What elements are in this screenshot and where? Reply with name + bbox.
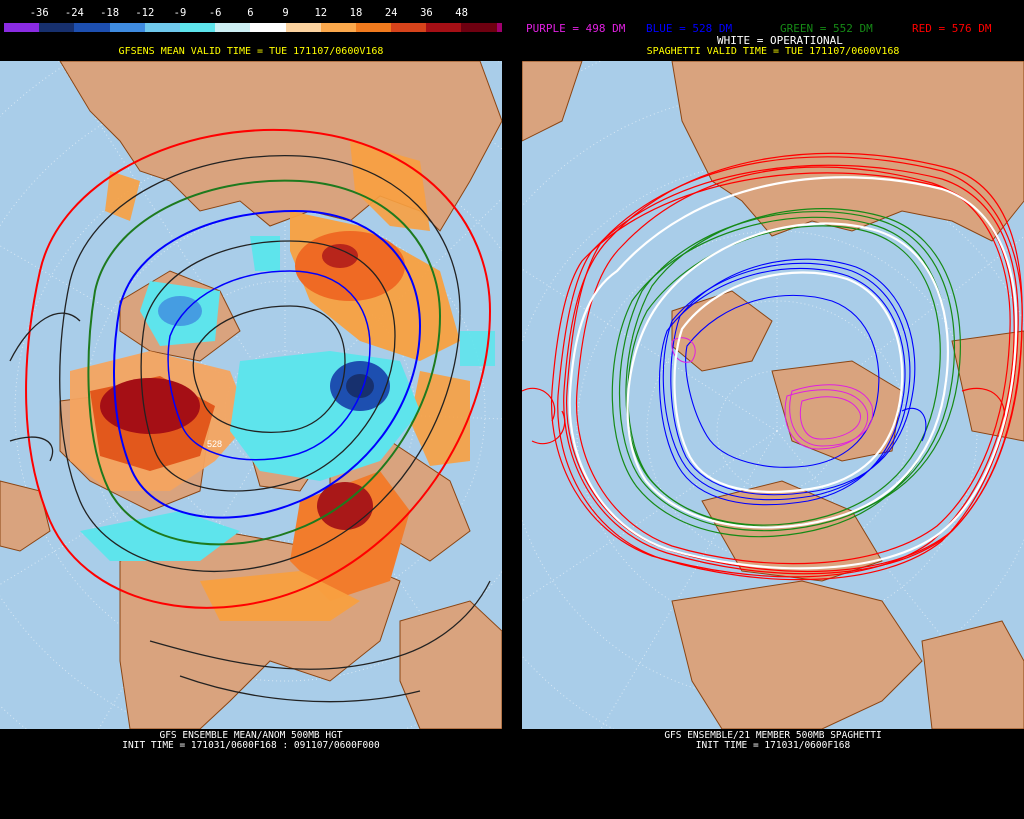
colorbar-swatch — [4, 23, 40, 32]
landmasses — [522, 61, 1024, 729]
colorbar-swatch — [320, 23, 356, 32]
colorbar-tick-label: -9 — [173, 7, 187, 19]
colorbar-swatch — [144, 23, 180, 32]
colorbar-tick-label: -6 — [208, 7, 222, 19]
colorbar-tick-label: 9 — [282, 7, 289, 19]
colorbar-tick-label: -36 — [29, 7, 49, 19]
colorbar-swatch — [109, 23, 145, 32]
colorbar-swatch — [74, 23, 110, 32]
colorbar-tick-label: -18 — [100, 7, 120, 19]
legend-purple: PURPLE = 498 DM — [526, 22, 626, 35]
legend-red: RED = 576 DM — [912, 22, 992, 35]
mean-valid-time: GFSENS MEAN VALID TIME = TUE 171107/0600… — [118, 46, 384, 57]
colorbar-tick-labels: -36 -24 -18 -12 -9 -6 6 9 12 18 24 36 48 — [0, 7, 502, 20]
colorbar-tick-label: 48 — [455, 7, 468, 19]
colorbar-tick-label: -24 — [64, 7, 84, 19]
colorbar-swatch — [355, 23, 392, 32]
colorbar-tick-label: 12 — [314, 7, 328, 19]
colorbar-swatch — [250, 23, 286, 32]
purple-498-contours — [671, 337, 874, 450]
colorbar-swatch — [179, 23, 216, 32]
spaghetti-footer-title: GFS ENSEMBLE/21 MEMBER 500MB SPAGHETTI — [664, 730, 882, 741]
spaghetti-valid-time: SPAGHETTI VALID TIME = TUE 171107/0600V1… — [646, 46, 900, 57]
colorbar-swatch — [39, 23, 75, 32]
legend-green: GREEN = 552 DM — [780, 22, 873, 35]
colorbar-tick-label: 6 — [247, 7, 254, 19]
mean-footer-title: GFS ENSEMBLE MEAN/ANOM 500MB HGT — [159, 730, 343, 741]
spaghetti-panel: PURPLE = 498 DM BLUE = 528 DM GREEN = 55… — [522, 0, 1024, 819]
spaghetti-map-svg — [522, 61, 1024, 729]
colorbar-swatch — [391, 23, 427, 32]
spaghetti-map — [522, 61, 1024, 729]
operational-contours — [568, 176, 1018, 570]
spaghetti-contours — [522, 152, 1023, 581]
panel-divider — [502, 0, 522, 819]
ensemble-mean-panel: -36 -24 -18 -12 -9 -6 6 9 12 18 24 36 48 GFSENS MEAN… — [0, 0, 532, 819]
colorbar-swatch — [215, 23, 251, 32]
colorbar-tick-label: 18 — [349, 7, 363, 19]
colorbar-tick-label: -12 — [135, 7, 155, 19]
ensemble-mean-map: 528 — [0, 61, 502, 729]
legend-white: WHITE = OPERATIONAL — [717, 34, 843, 47]
contour-label-528: 528 — [207, 439, 222, 449]
mean-anomaly-map-svg: 528 — [0, 61, 502, 729]
height-contours — [9, 128, 492, 703]
colorbar-tick-label: 36 — [420, 7, 433, 19]
anomaly-colorbar — [4, 23, 532, 32]
legend-blue: BLUE = 528 DM — [646, 22, 733, 35]
colorbar-swatch — [285, 23, 321, 32]
colorbar-swatch — [426, 23, 462, 32]
colorbar-swatch — [461, 23, 497, 32]
colorbar-tick-label: 24 — [384, 7, 398, 19]
anomaly-shading — [70, 141, 495, 621]
mean-footer-init: INIT TIME = 171031/0600F168 : 091107/060… — [122, 740, 380, 751]
spaghetti-footer-init: INIT TIME = 171031/0600F168 — [695, 740, 851, 751]
